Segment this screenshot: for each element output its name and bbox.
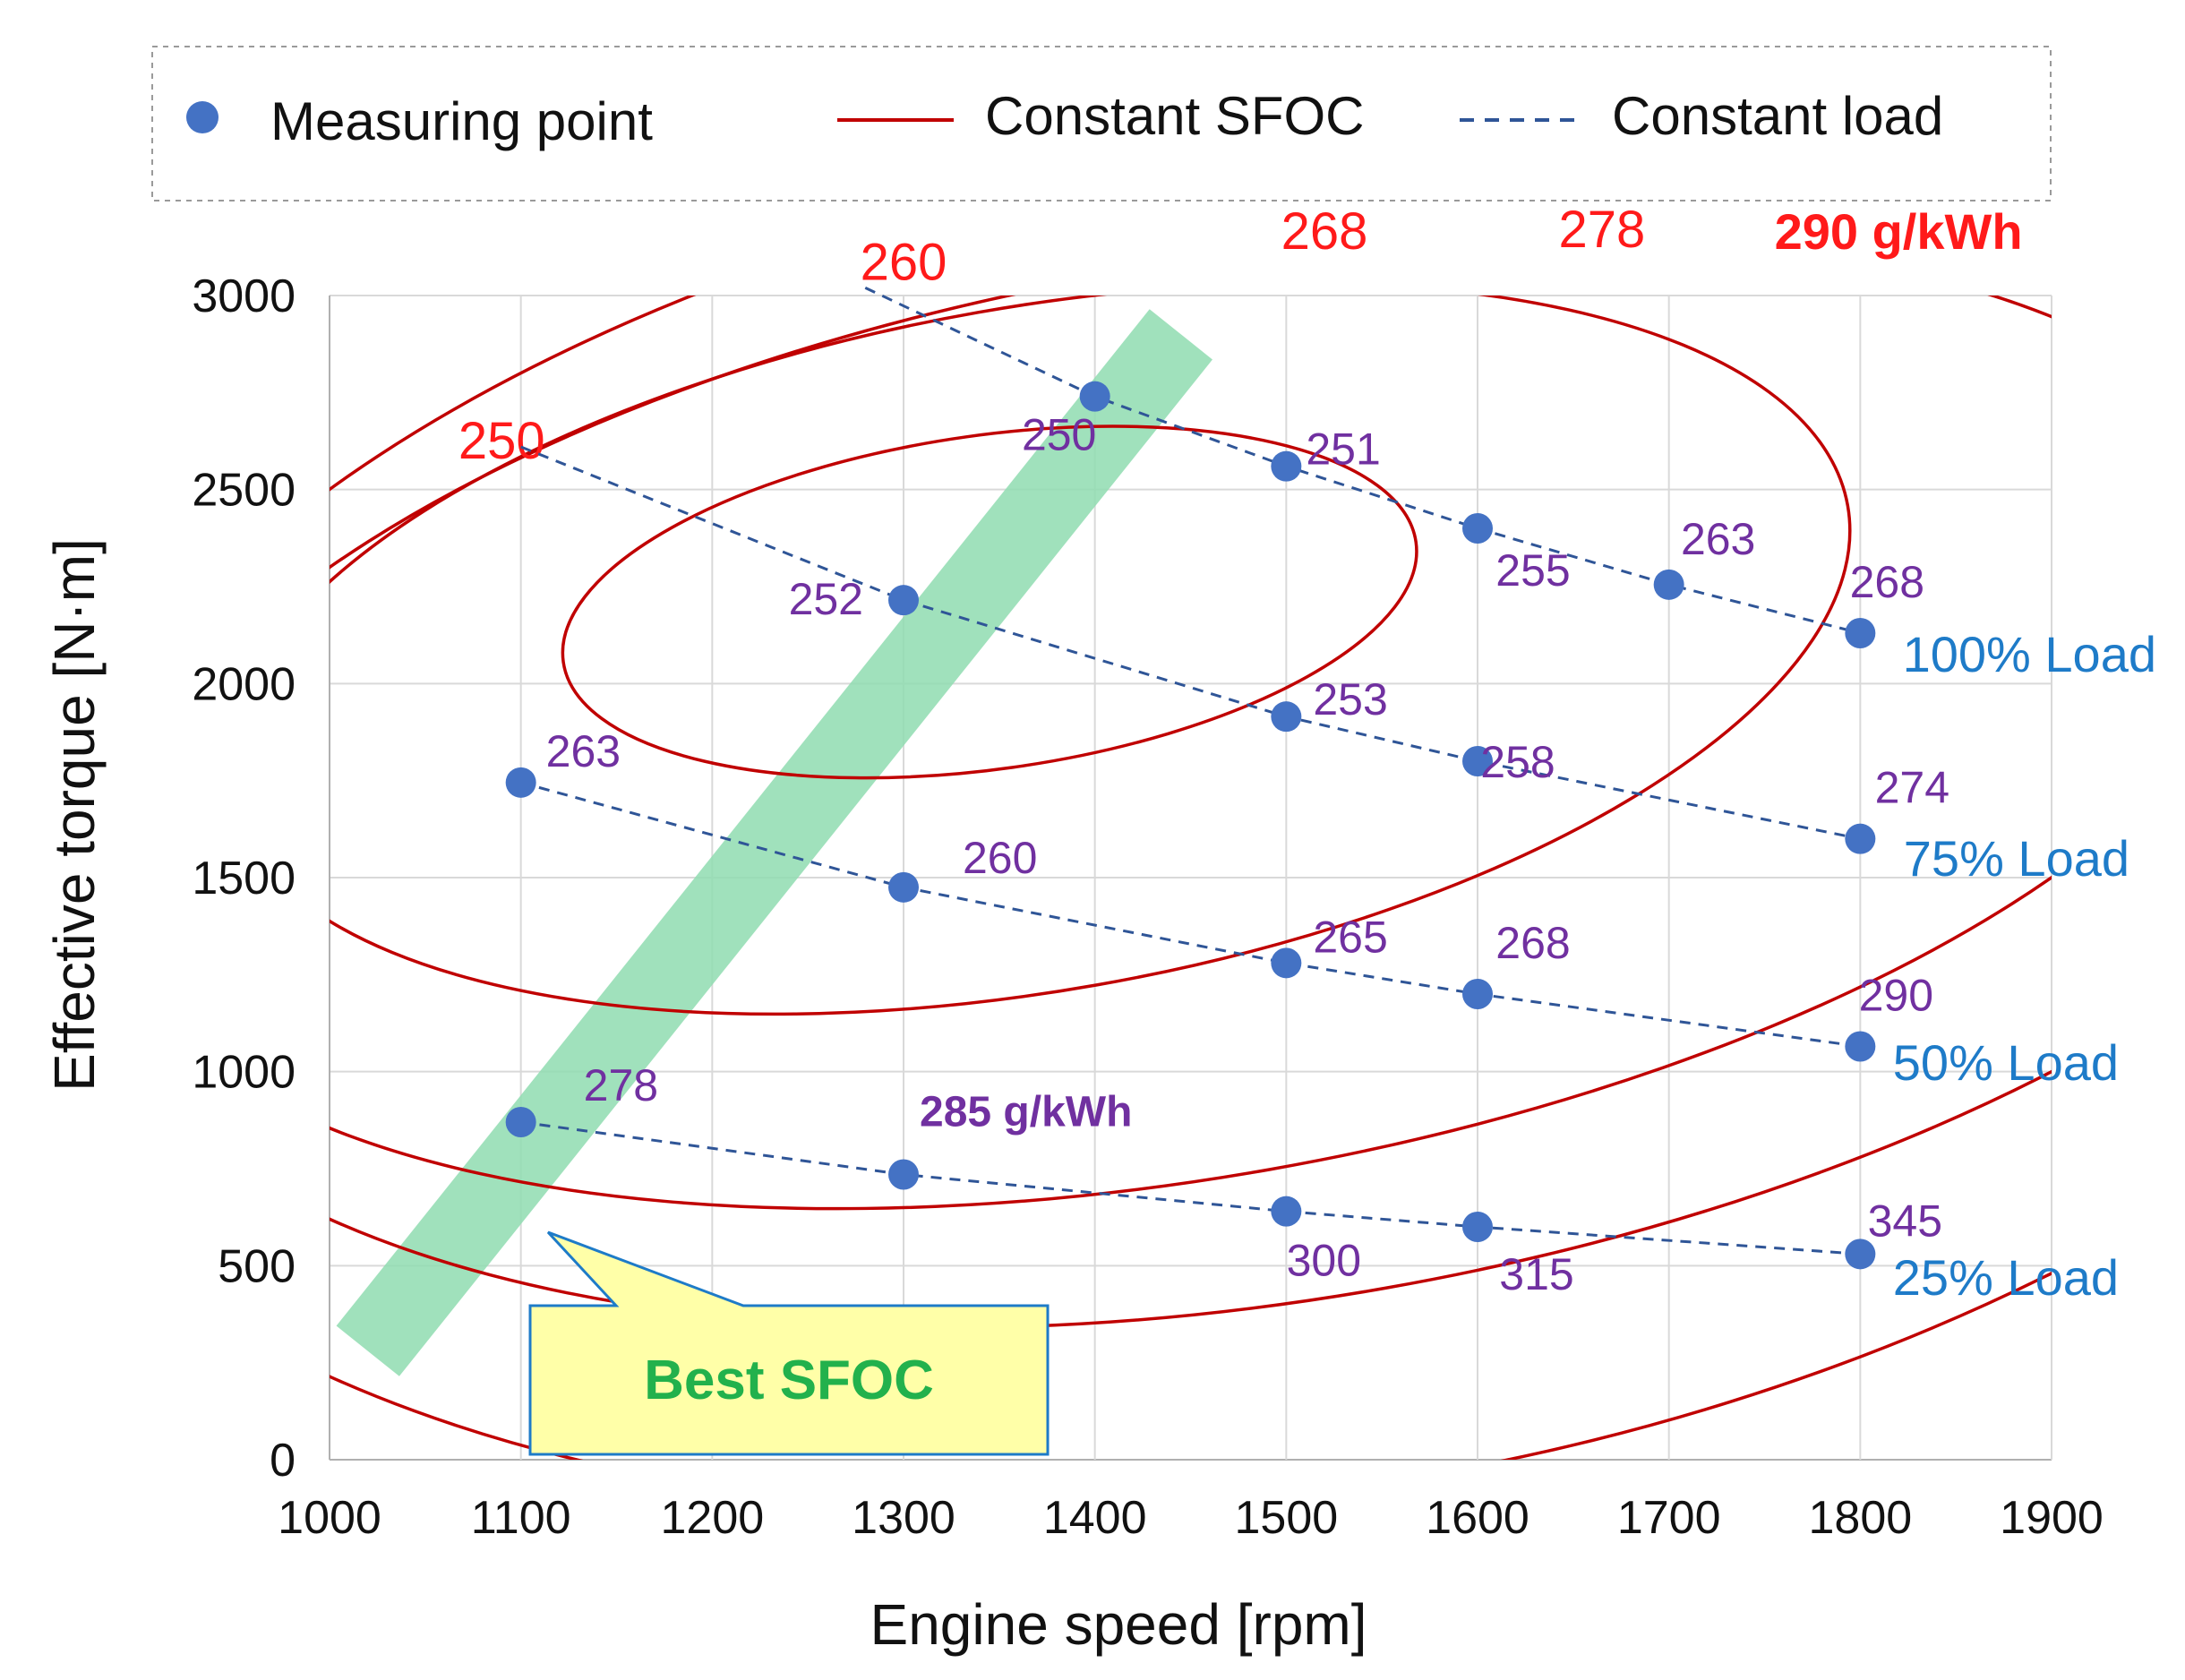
best-sfoc-callout: Best SFOC [528, 1230, 1050, 1456]
measuring-point [1462, 513, 1493, 544]
measuring-point [1845, 1031, 1876, 1062]
measuring-point [1845, 1239, 1876, 1270]
y-tick-label: 1000 [192, 1047, 296, 1099]
measuring-point [888, 1159, 919, 1190]
point-value-label: 250 [1022, 410, 1096, 460]
constant-load-lines [520, 286, 1861, 1256]
y-tick-label: 3000 [192, 270, 296, 322]
point-value-label: 251 [1306, 424, 1380, 475]
legend-marker-icon [186, 101, 218, 133]
measuring-points [505, 381, 1876, 1270]
x-axis-ticks: 1000 1100 1200 1300 1400 1500 1600 1700 1800 1900 [278, 1492, 2104, 1544]
point-value-label: 285 g/kWh [920, 1089, 1132, 1136]
callout-box [528, 1230, 1050, 1456]
load-label: 25% Load [1893, 1249, 2119, 1306]
sfoc-contour-278 [330, 296, 2052, 1330]
x-tick-label: 1000 [278, 1492, 381, 1544]
point-value-label: 290 [1859, 971, 1933, 1021]
x-tick-label: 1300 [852, 1492, 955, 1544]
y-axis-ticks: 0 500 1000 1500 2000 2500 3000 [192, 270, 296, 1487]
x-tick-label: 1400 [1043, 1492, 1147, 1544]
y-tick-label: 0 [270, 1435, 296, 1487]
best-sfoc-band [336, 309, 1212, 1376]
gridlines [329, 295, 2052, 1461]
y-tick-label: 1500 [192, 853, 296, 904]
point-value-label: 252 [789, 574, 863, 624]
point-value-label: 258 [1480, 737, 1555, 787]
load-label: 75% Load [1904, 830, 2129, 887]
point-value-label: 265 [1313, 912, 1387, 962]
load-labels: 100% Load 75% Load 50% Load 25% Load [1893, 626, 2156, 1306]
x-tick-label: 1200 [660, 1492, 764, 1544]
sfoc-contour-268 [330, 296, 2052, 1211]
sfoc-contour-label: 260 [861, 234, 947, 292]
point-value-label: 260 [963, 833, 1037, 883]
measuring-point [1653, 569, 1684, 600]
best-sfoc-band-layer [336, 309, 1212, 1376]
point-value-label: 255 [1495, 545, 1570, 596]
callout-label: Best SFOC [644, 1350, 934, 1411]
sfoc-contour-label: 250 [458, 412, 545, 470]
legend-constant-sfoc: Constant SFOC [985, 86, 1365, 146]
x-tick-label: 1600 [1426, 1492, 1530, 1544]
y-tick-label: 2500 [192, 465, 296, 517]
measuring-point [1271, 1196, 1302, 1227]
point-value-label: 263 [1681, 514, 1755, 564]
measuring-point [1845, 618, 1876, 648]
measuring-point [888, 585, 919, 616]
measuring-point [1079, 381, 1110, 412]
x-axis-title: Engine speed [rpm] [870, 1592, 1367, 1657]
point-value-label: 268 [1850, 557, 1924, 607]
y-tick-label: 2000 [192, 658, 296, 710]
measuring-point [888, 871, 919, 903]
load-line [864, 286, 1861, 635]
load-label: 100% Load [1903, 626, 2156, 682]
x-tick-label: 1500 [1234, 1492, 1338, 1544]
sfoc-contour-labels: 250 260 268 278 290 g/kWh [458, 201, 2023, 470]
point-value-label: 278 [584, 1060, 658, 1110]
sfoc-contour-label: 268 [1281, 202, 1368, 261]
legend: Measuring point Constant SFOC Constant l… [151, 46, 2052, 201]
point-value-label: 263 [546, 726, 621, 776]
y-tick-label: 500 [218, 1240, 296, 1292]
point-value-label: 253 [1313, 674, 1387, 724]
point-value-label: 315 [1499, 1249, 1573, 1299]
sfoc-contour-label: 278 [1558, 201, 1645, 259]
point-value-label: 345 [1868, 1196, 1942, 1246]
point-value-label: 268 [1495, 918, 1570, 968]
measuring-point [1462, 1212, 1493, 1242]
x-tick-label: 1900 [2000, 1492, 2104, 1544]
measuring-point [1271, 947, 1302, 979]
measuring-point [1845, 823, 1876, 854]
point-value-label: 300 [1287, 1236, 1361, 1286]
sfoc-contour-260 [330, 296, 1852, 1016]
measuring-point [505, 1107, 536, 1137]
x-tick-label: 1800 [1808, 1492, 1912, 1544]
measuring-point [1271, 450, 1302, 482]
measuring-point [1271, 701, 1302, 733]
load-line [520, 781, 1861, 1048]
x-tick-label: 1100 [471, 1492, 571, 1544]
legend-constant-load: Constant load [1612, 86, 1943, 146]
measuring-point [1462, 746, 1493, 776]
legend-measuring-point: Measuring point [270, 91, 653, 151]
y-axis-title: Effective torque [N·m] [42, 538, 107, 1092]
measuring-point [1462, 979, 1493, 1009]
x-tick-label: 1700 [1617, 1492, 1721, 1544]
legend-frame [151, 46, 2052, 201]
load-label: 50% Load [1893, 1034, 2119, 1091]
sfoc-contour-250 [561, 424, 1418, 780]
sfoc-contour-label: 290 g/kWh [1775, 203, 2023, 260]
load-line [520, 1120, 1861, 1256]
point-value-label: 274 [1875, 763, 1949, 813]
point-value-labels: 250 251 255 263 268 252 253 258 274 263 260 265 268 2… [546, 410, 1949, 1299]
measuring-point [505, 767, 536, 798]
